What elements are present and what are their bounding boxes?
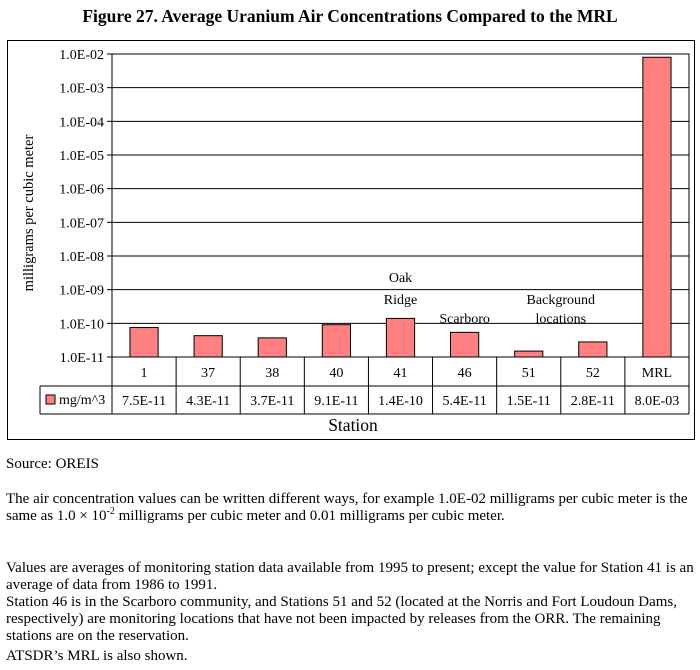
annotation: locations — [536, 312, 587, 327]
data-label: 3.7E-11 — [250, 394, 294, 409]
annotation: Scarboro — [439, 312, 490, 327]
annotations: Oak Ridge Scarboro Background locations — [384, 271, 595, 327]
bar-38 — [257, 337, 287, 358]
data-label: 1.4E-10 — [378, 394, 423, 409]
bar-46 — [450, 331, 480, 358]
x-tick-label: 37 — [201, 366, 215, 381]
gridlines — [107, 53, 690, 358]
x-tick-label: 38 — [265, 366, 279, 381]
figure-title: Figure 27. Average Uranium Air Concentra… — [82, 6, 618, 26]
y-tick-label: 1.0E-03 — [59, 82, 104, 97]
chart-frame — [7, 40, 695, 440]
legend-swatch — [45, 394, 56, 405]
y-tick-label: 1.0E-09 — [59, 284, 104, 299]
note-notation: The air concentration values can be writ… — [6, 491, 688, 524]
y-axis-label: milligrams per cubic meter — [21, 135, 37, 292]
y-tick-label: 1.0E-08 — [59, 250, 104, 265]
x-tick-label: 41 — [394, 366, 408, 381]
bar-37 — [193, 335, 223, 358]
data-label: 4.3E-11 — [186, 394, 230, 409]
bar-52 — [578, 341, 608, 358]
data-table: 1 7.5E-11 37 4.3E-11 38 3.7E-11 40 9.1E-11 41 1.4… — [39, 356, 690, 415]
y-tick-labels: 1.0E-02 1.0E-03 1.0E-04 1.0E-05 1.0E-06 1.0E-… — [59, 48, 104, 366]
y-tick-label: 1.0E-11 — [60, 351, 104, 366]
x-tick-label: 52 — [586, 366, 600, 381]
y-tick-label: 1.0E-06 — [59, 183, 104, 198]
x-tick-label: MRL — [642, 366, 672, 381]
data-label: 5.4E-11 — [443, 394, 487, 409]
plot-area — [111, 53, 690, 358]
data-label: 1.5E-11 — [507, 394, 551, 409]
bar-41 — [385, 317, 416, 358]
data-label: 8.0E-03 — [635, 394, 680, 409]
x-tick-label: 1 — [141, 366, 148, 381]
annotation: Oak — [389, 271, 412, 286]
note-mrl: ATSDR’s MRL is also shown. — [6, 648, 188, 664]
bar-51 — [514, 350, 544, 358]
annotation: Background — [527, 293, 595, 308]
bar-40 — [321, 324, 351, 358]
legend-label: mg/m^3 — [59, 393, 105, 408]
data-label: 7.5E-11 — [122, 394, 166, 409]
note-averages: Values are averages of monitoring statio… — [6, 560, 694, 593]
y-tick-label: 1.0E-07 — [59, 216, 104, 231]
x-axis-label: Station — [328, 415, 378, 435]
source-note: Source: OREIS — [6, 456, 99, 472]
y-tick-label: 1.0E-04 — [59, 115, 104, 130]
note-stations: Station 46 is in the Scarboro community,… — [6, 594, 678, 644]
x-tick-label: 46 — [458, 366, 472, 381]
y-tick-label: 1.0E-10 — [59, 317, 104, 332]
data-label: 2.8E-11 — [571, 394, 615, 409]
x-tick-label: 51 — [522, 366, 536, 381]
bar-1 — [129, 327, 159, 358]
bar-MRL — [642, 56, 672, 358]
x-tick-label: 40 — [329, 366, 343, 381]
bars — [129, 56, 672, 358]
annotation: Ridge — [384, 293, 417, 308]
y-tick-label: 1.0E-02 — [59, 48, 104, 63]
data-label: 9.1E-11 — [314, 394, 358, 409]
uranium-bar-chart: 1.0E-02 1.0E-03 1.0E-04 1.0E-05 1.0E-06 1.0E-… — [21, 48, 690, 435]
y-tick-label: 1.0E-05 — [59, 149, 104, 164]
